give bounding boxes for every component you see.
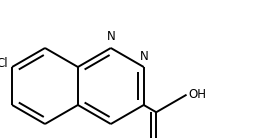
Text: OH: OH	[188, 88, 206, 101]
Text: N: N	[106, 30, 115, 43]
Text: N: N	[140, 50, 149, 63]
Text: Cl: Cl	[0, 57, 8, 70]
